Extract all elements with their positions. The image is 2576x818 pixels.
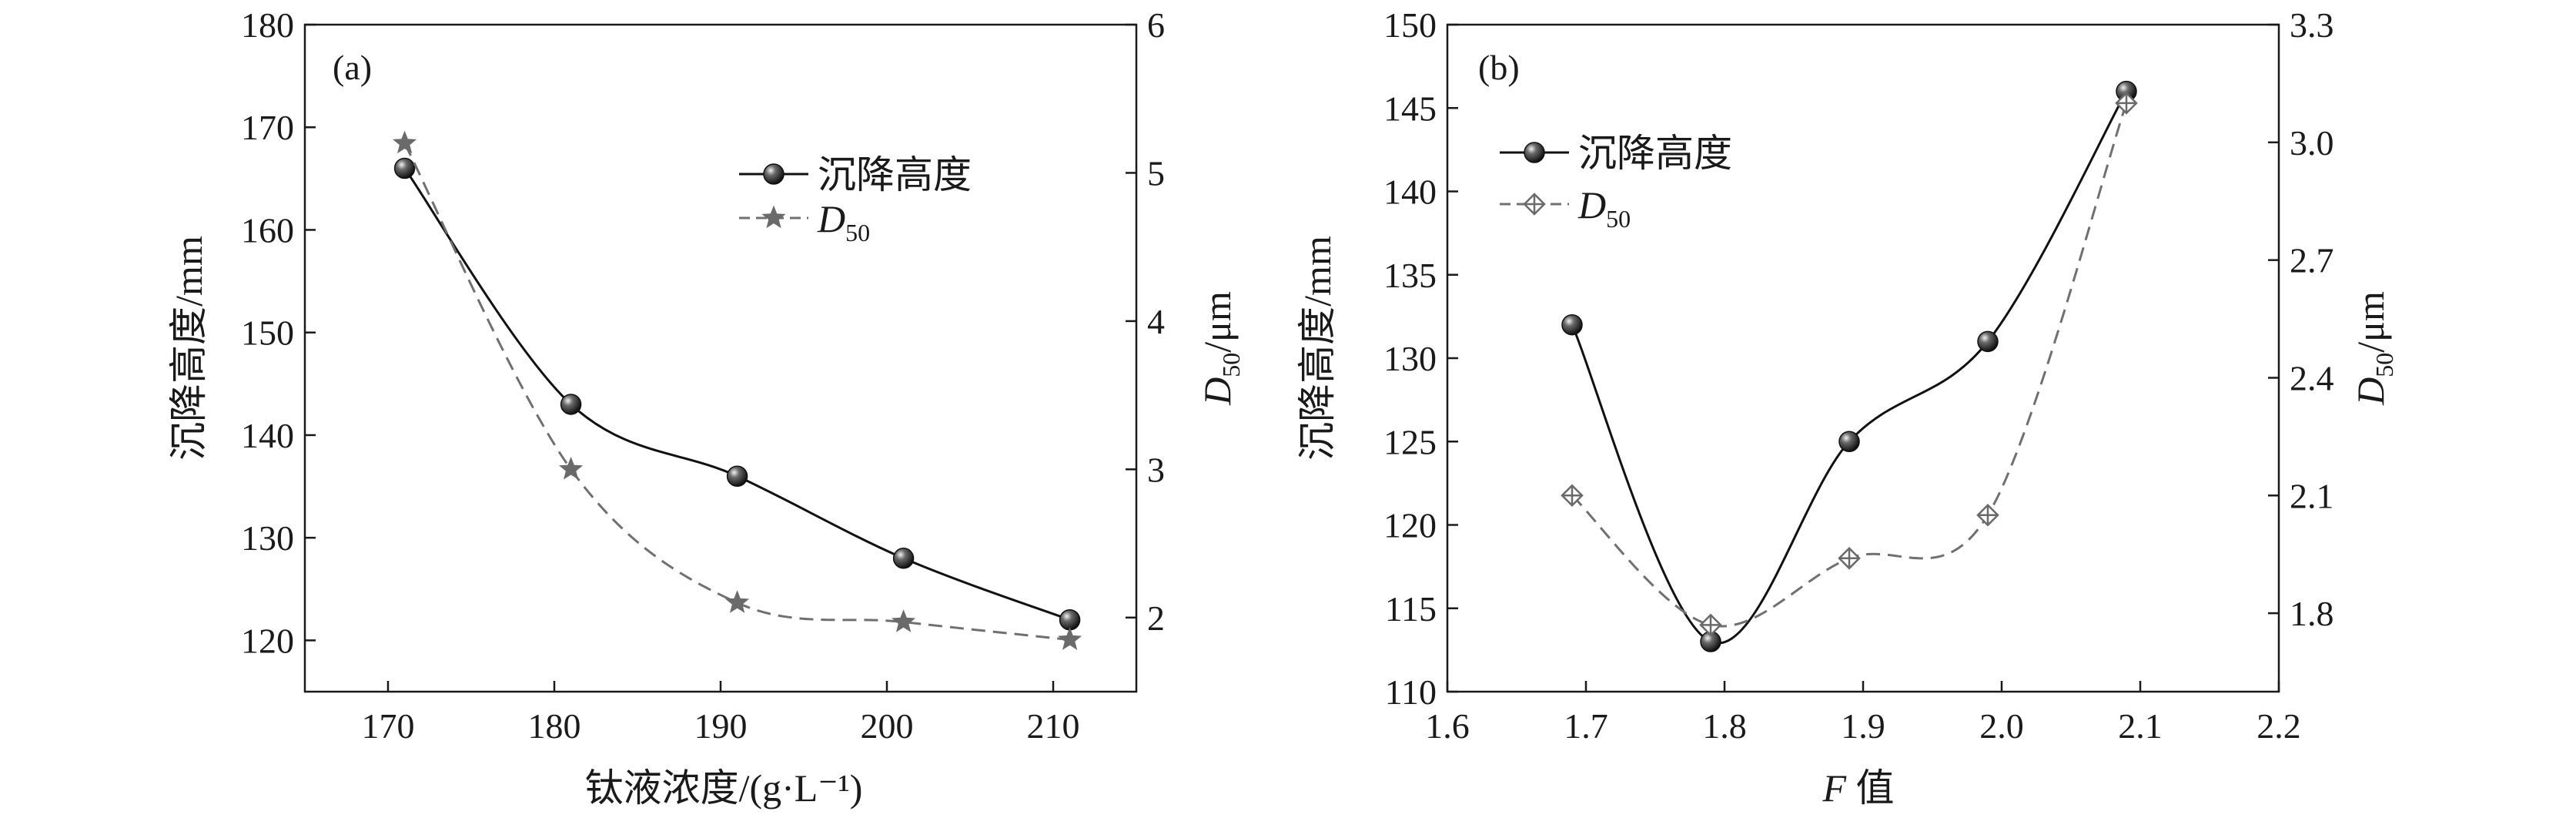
panel-a-series-0-point-3 <box>892 548 915 569</box>
panel-b-label: (b) <box>1478 48 1520 87</box>
panel-b-y-tick-label-6: 140 <box>1383 173 1437 212</box>
panel-a-y-axis-title: 沉降高度/mm <box>167 236 210 461</box>
panel-a-y2-tick-label-4: 6 <box>1147 5 1165 45</box>
panel-b-y-tick-label-0: 110 <box>1385 672 1437 712</box>
panel-a-series-0-point-0 <box>393 157 416 179</box>
panel-b-legend-label-0: 沉降高度 <box>1578 132 1732 175</box>
panel-a-legend-label-0: 沉降高度 <box>818 153 972 196</box>
panel-a-y2-tick-label-3: 5 <box>1147 153 1165 193</box>
panel-a-y2-tick-label-2: 4 <box>1147 302 1165 341</box>
panel-b-y-tick-label-7: 145 <box>1383 89 1437 128</box>
panel-b-plot-frame <box>1446 23 2280 693</box>
panel-b-x-tick-label-0: 1.6 <box>1425 706 1470 746</box>
panel-a-series-1-point-3 <box>892 609 916 632</box>
chart-plot-b: 1.6 1.7 1.8 1.9 2.0 2.1 2.2 110 115 120 125 130 135 1… <box>1383 5 2334 746</box>
panel-a-x-tick-label-2: 190 <box>694 706 748 746</box>
panel-a-y-tick-label-3: 150 <box>241 313 294 353</box>
panel-a-y2-tick-label-0: 2 <box>1147 598 1165 638</box>
panel-a-series-1-point-1 <box>559 456 584 480</box>
panel-b-legend-marker-1 <box>1523 193 1546 216</box>
panel-a-legend-label-1-main: D <box>817 197 845 240</box>
panel-b-x-title-main: F <box>1822 766 1846 810</box>
panel-a-series-1-point-4 <box>1058 627 1082 650</box>
panel-b-series-1-point-3 <box>1976 503 1999 527</box>
panel-b-y2-axis-title: D50/μm <box>2349 291 2398 406</box>
panel-a-series-1-line <box>403 142 1070 642</box>
panel-b-legend: 沉降高度 D50 <box>1577 132 1732 233</box>
panel-b-y2-title-main: D <box>2349 377 2392 406</box>
panel-b-x-tick-label-2: 1.8 <box>1702 706 1747 746</box>
panel-a-y-tick-label-1: 130 <box>241 518 294 558</box>
panel-a-legend-marker-0 <box>763 163 785 185</box>
panel-a-legend-label-1-sub: 50 <box>845 219 870 246</box>
panel-a-y-tick-label-2: 140 <box>241 416 294 455</box>
panel-a-series-0-line <box>403 167 1071 622</box>
panel-b-y2-tick-label-0: 1.8 <box>2290 594 2334 633</box>
panel-b-y2-tick-label-1: 2.1 <box>2290 476 2334 515</box>
panel-b-y2-tick-label-5: 3.3 <box>2290 5 2334 45</box>
panel-b-series-1-point-4 <box>2115 92 2138 115</box>
chart-panel-a: (a) 钛液浓度/(g·L⁻¹) 沉降高度/mm D50/μm 沉降高度 D50 <box>167 48 1245 810</box>
panel-a-x-tick-label-1: 180 <box>528 706 581 746</box>
panel-b-series-1-line <box>1571 102 2128 628</box>
panel-b-series-0-line <box>1571 90 2128 645</box>
panel-b-legend-label-1-main: D <box>1577 183 1606 226</box>
panel-b-y2-title-sub: 50 <box>2370 353 2398 377</box>
panel-b-y-tick-label-4: 130 <box>1383 339 1437 378</box>
panel-b-series-1-point-1 <box>1699 613 1722 637</box>
panel-a-y-tick-label-6: 180 <box>241 5 294 45</box>
panel-b-series-0-point-0 <box>1561 313 1583 336</box>
panel-b-x-title-suffix: 值 <box>1846 766 1895 810</box>
panel-a-series-1-point-0 <box>393 130 417 154</box>
panel-a-legend: 沉降高度 D50 <box>817 153 972 246</box>
panel-a-label: (a) <box>333 48 372 87</box>
panel-b-y-tick-label-5: 135 <box>1383 256 1437 295</box>
panel-a-legend-marker-1 <box>761 205 786 229</box>
panel-a-y-tick-label-0: 120 <box>241 621 294 660</box>
panel-a-y2-title-sub: 50 <box>1217 353 1245 377</box>
panel-a-y2-title-main: D <box>1196 377 1239 406</box>
panel-a-series-0-point-4 <box>1059 608 1081 631</box>
panel-b-series-0-point-3 <box>1977 330 1999 353</box>
panel-b-x-tick-label-1: 1.7 <box>1564 706 1608 746</box>
panel-a-x-axis-title: 钛液浓度/(g·L⁻¹) <box>585 766 863 810</box>
panel-a-y2-title-unit: /μm <box>1196 291 1239 353</box>
panel-b-y-tick-label-3: 125 <box>1383 422 1437 461</box>
panel-b-legend-marker-0 <box>1524 142 1545 163</box>
panel-a-series-0-point-2 <box>726 465 748 487</box>
panel-a-x-tick-label-4: 210 <box>1027 706 1080 746</box>
panel-b-series-1-point-2 <box>1838 547 1861 570</box>
panel-b-x-tick-label-4: 2.0 <box>1979 706 2024 746</box>
panel-a-y2-axis-title: D50/μm <box>1196 291 1245 406</box>
panel-b-legend-label-1-sub: 50 <box>1606 205 1631 233</box>
panel-a-legend-label-1: D50 <box>817 197 870 246</box>
panel-a-y2-tick-label-1: 3 <box>1147 450 1165 489</box>
panel-a-plot-frame <box>303 23 1138 693</box>
panel-a-series-1-point-2 <box>725 590 750 613</box>
panel-b-legend-label-1: D50 <box>1577 183 1631 233</box>
panel-b-y-tick-label-2: 120 <box>1383 506 1437 545</box>
panel-b-y-tick-label-8: 150 <box>1383 5 1437 45</box>
panel-a-y-tick-label-5: 170 <box>241 108 294 147</box>
panel-a-x-tick-label-0: 170 <box>362 706 415 746</box>
panel-b-x-axis-title: F 值 <box>1822 766 1894 810</box>
panel-b-y2-tick-label-3: 2.7 <box>2290 241 2334 280</box>
panel-a-x-tick-label-3: 200 <box>861 706 914 746</box>
panel-b-x-tick-label-6: 2.2 <box>2257 706 2301 746</box>
panel-b-y2-tick-label-2: 2.4 <box>2290 358 2334 397</box>
chart-plot-a: 170 180 190 200 210 120 130 140 150 160 170 180 2 3 4 5… <box>241 5 1165 746</box>
panel-b-y2-tick-label-4: 3.0 <box>2290 123 2334 163</box>
panel-b-series-0-point-2 <box>1838 431 1860 452</box>
panel-b-y-axis-title: 沉降高度/mm <box>1296 236 1339 461</box>
panel-a-series-0-point-1 <box>560 394 582 415</box>
panel-b-series-1-point-0 <box>1561 484 1584 508</box>
panel-a-y-tick-label-4: 160 <box>241 210 294 250</box>
panel-b-x-tick-label-5: 2.1 <box>2118 706 2163 746</box>
panel-b-y2-title-unit: /μm <box>2349 291 2392 353</box>
chart-panel-b: (b) F 值 沉降高度/mm D50/μm 沉降高度 D50 <box>1296 48 2398 810</box>
panel-b-x-tick-label-3: 1.9 <box>1841 706 1885 746</box>
panel-b-y-tick-label-1: 115 <box>1385 589 1437 629</box>
